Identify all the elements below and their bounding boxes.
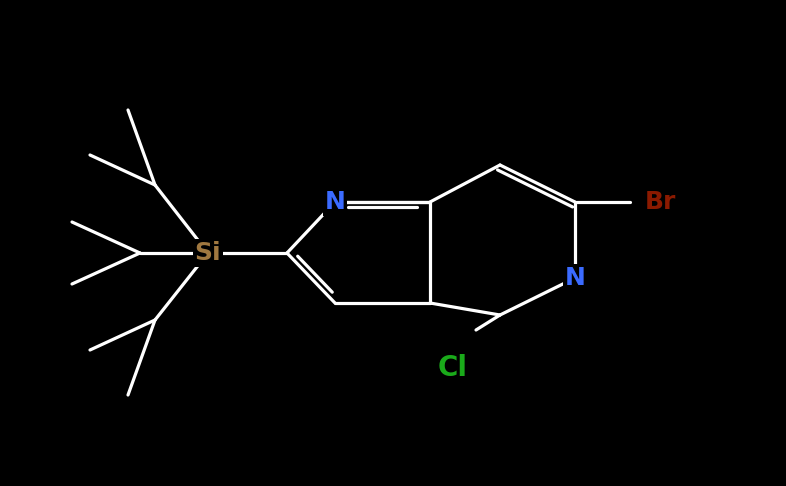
Text: Br: Br <box>645 190 676 214</box>
Text: N: N <box>564 266 586 290</box>
Text: Si: Si <box>195 241 222 265</box>
Text: Cl: Cl <box>438 354 468 382</box>
Text: N: N <box>325 190 345 214</box>
